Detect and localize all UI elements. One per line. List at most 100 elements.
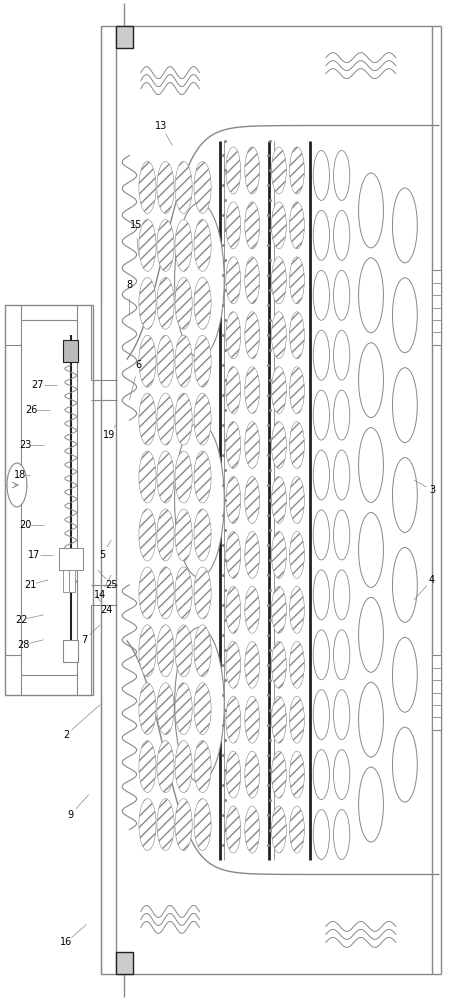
Ellipse shape bbox=[333, 330, 350, 380]
Ellipse shape bbox=[226, 257, 241, 304]
Ellipse shape bbox=[333, 810, 350, 859]
Ellipse shape bbox=[359, 597, 383, 672]
Ellipse shape bbox=[313, 390, 329, 440]
Ellipse shape bbox=[313, 510, 329, 560]
Ellipse shape bbox=[245, 806, 260, 853]
Bar bbox=[5, 305, 93, 695]
Ellipse shape bbox=[139, 625, 156, 677]
Ellipse shape bbox=[313, 450, 329, 500]
Text: 21: 21 bbox=[24, 580, 36, 590]
Ellipse shape bbox=[313, 210, 329, 260]
Ellipse shape bbox=[194, 567, 211, 619]
Circle shape bbox=[7, 463, 27, 507]
Ellipse shape bbox=[392, 188, 417, 263]
Ellipse shape bbox=[333, 150, 350, 200]
Ellipse shape bbox=[271, 422, 286, 469]
Ellipse shape bbox=[289, 696, 304, 743]
Bar bbox=[21, 320, 77, 675]
Text: 2: 2 bbox=[63, 730, 69, 740]
Text: 9: 9 bbox=[67, 810, 74, 820]
Ellipse shape bbox=[313, 330, 329, 380]
Text: 17: 17 bbox=[29, 550, 41, 560]
Ellipse shape bbox=[271, 641, 286, 688]
Text: 8: 8 bbox=[126, 280, 132, 290]
Ellipse shape bbox=[157, 741, 174, 793]
Ellipse shape bbox=[194, 335, 211, 387]
Ellipse shape bbox=[226, 367, 241, 414]
Ellipse shape bbox=[359, 767, 383, 842]
Ellipse shape bbox=[175, 335, 192, 387]
Ellipse shape bbox=[271, 312, 286, 359]
Ellipse shape bbox=[313, 690, 329, 740]
Text: 28: 28 bbox=[17, 640, 29, 650]
Ellipse shape bbox=[359, 428, 383, 502]
Ellipse shape bbox=[245, 367, 260, 414]
Ellipse shape bbox=[313, 150, 329, 200]
Text: 5: 5 bbox=[99, 550, 106, 560]
Ellipse shape bbox=[175, 625, 192, 677]
Ellipse shape bbox=[271, 367, 286, 414]
Bar bbox=[432, 270, 441, 345]
Ellipse shape bbox=[245, 531, 260, 578]
Bar bbox=[63, 640, 78, 662]
Text: 4: 4 bbox=[429, 575, 435, 585]
Ellipse shape bbox=[271, 806, 286, 853]
Ellipse shape bbox=[313, 630, 329, 680]
Bar bbox=[63, 340, 78, 362]
Ellipse shape bbox=[175, 799, 192, 851]
Ellipse shape bbox=[157, 451, 174, 503]
Ellipse shape bbox=[175, 509, 192, 561]
Ellipse shape bbox=[226, 422, 241, 469]
Ellipse shape bbox=[139, 335, 156, 387]
Ellipse shape bbox=[333, 450, 350, 500]
Ellipse shape bbox=[313, 570, 329, 620]
Ellipse shape bbox=[157, 219, 174, 271]
Ellipse shape bbox=[226, 477, 241, 523]
Text: 24: 24 bbox=[101, 605, 113, 615]
Ellipse shape bbox=[245, 641, 260, 688]
Ellipse shape bbox=[392, 727, 417, 802]
Ellipse shape bbox=[313, 270, 329, 320]
Ellipse shape bbox=[359, 343, 383, 418]
Ellipse shape bbox=[289, 586, 304, 633]
Ellipse shape bbox=[226, 531, 241, 578]
Ellipse shape bbox=[157, 161, 174, 213]
Text: 15: 15 bbox=[130, 220, 142, 230]
Ellipse shape bbox=[392, 637, 417, 712]
Ellipse shape bbox=[194, 393, 211, 445]
Ellipse shape bbox=[271, 586, 286, 633]
Ellipse shape bbox=[333, 210, 350, 260]
Ellipse shape bbox=[245, 751, 260, 798]
Ellipse shape bbox=[392, 368, 417, 443]
Ellipse shape bbox=[175, 393, 192, 445]
Ellipse shape bbox=[333, 750, 350, 800]
Bar bbox=[116, 26, 133, 48]
Bar bbox=[432, 655, 441, 730]
Ellipse shape bbox=[245, 477, 260, 523]
Ellipse shape bbox=[271, 257, 286, 304]
Ellipse shape bbox=[359, 173, 383, 248]
Ellipse shape bbox=[139, 393, 156, 445]
Text: 27: 27 bbox=[31, 380, 44, 390]
Ellipse shape bbox=[157, 683, 174, 735]
Ellipse shape bbox=[157, 335, 174, 387]
Text: 13: 13 bbox=[155, 121, 167, 131]
Ellipse shape bbox=[194, 161, 211, 213]
Ellipse shape bbox=[139, 219, 156, 271]
Ellipse shape bbox=[245, 257, 260, 304]
Ellipse shape bbox=[194, 451, 211, 503]
Ellipse shape bbox=[226, 312, 241, 359]
Ellipse shape bbox=[194, 219, 211, 271]
Ellipse shape bbox=[333, 390, 350, 440]
Ellipse shape bbox=[157, 277, 174, 329]
Ellipse shape bbox=[175, 451, 192, 503]
Text: 14: 14 bbox=[94, 590, 106, 600]
Text: 6: 6 bbox=[135, 360, 141, 370]
Text: 23: 23 bbox=[19, 440, 32, 450]
Ellipse shape bbox=[289, 312, 304, 359]
Ellipse shape bbox=[139, 567, 156, 619]
Ellipse shape bbox=[226, 751, 241, 798]
Ellipse shape bbox=[139, 741, 156, 793]
Text: 19: 19 bbox=[103, 430, 115, 440]
Ellipse shape bbox=[333, 690, 350, 740]
